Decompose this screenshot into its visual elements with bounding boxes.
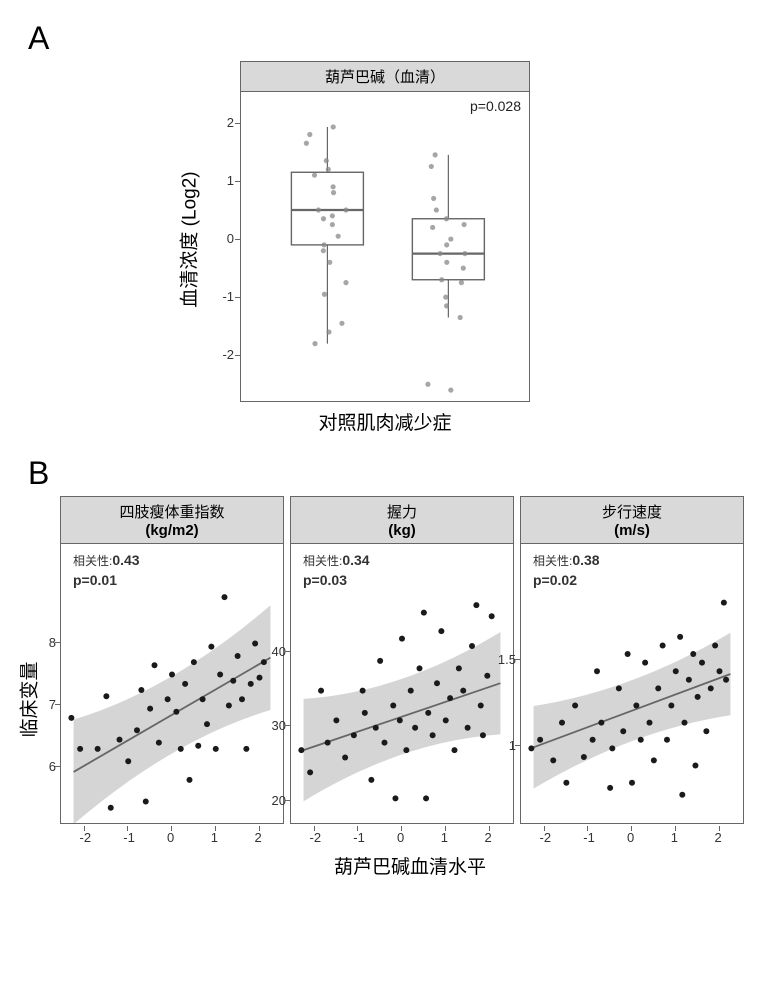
panel-b-ylabel: 临床变量 [15, 661, 42, 737]
panel-b-xlabel: 葫芦巴碱血清水平 [60, 852, 760, 879]
pvalue-label: p=0.01 [73, 572, 117, 588]
xtick-label: 1 [441, 830, 448, 845]
pvalue-label: p=0.02 [533, 572, 577, 588]
xtick-label: -1 [353, 830, 365, 845]
scatter-plot: 相关性:0.38 p=0.02 [520, 544, 744, 824]
xtick-label: 2 [255, 830, 262, 845]
xtick-label: -2 [310, 830, 322, 845]
panel-a: 葫芦巴碱（血清） p=0.028 -2-1012 血清浓度 (Log2) 对照肌… [240, 61, 530, 435]
ytick-label: 20 [272, 793, 286, 808]
scatter-plot: 相关性:0.34 p=0.03 [290, 544, 514, 824]
xtick-label: 0 [627, 830, 634, 845]
xtick-label: -2 [540, 830, 552, 845]
xtick-label: 0 [397, 830, 404, 845]
panel-a-title: 葫芦巴碱（血清） [240, 61, 530, 92]
xtick-label: 1 [211, 830, 218, 845]
ytick-label: 0 [227, 231, 234, 246]
xtick-label: -2 [80, 830, 92, 845]
scatter-panel-0: 四肢瘦体重指数(kg/m2)相关性:0.43p=0.01678-2-1012 [60, 496, 284, 824]
corr-label: 相关性:0.38 [533, 552, 600, 569]
panel-a-xlabel: 对照肌肉减少症 [240, 408, 530, 435]
corr-label: 相关性:0.34 [303, 552, 370, 569]
xtick-label: 0 [167, 830, 174, 845]
ytick-label: -2 [222, 347, 234, 362]
scatter-title: 四肢瘦体重指数(kg/m2) [60, 496, 284, 544]
scatter-plot: 相关性:0.43 p=0.01 [60, 544, 284, 824]
scatter-title: 步行速度(m/s) [520, 496, 744, 544]
boxplot-svg [241, 92, 529, 401]
ytick-label: 2 [227, 115, 234, 130]
ytick-label: -1 [222, 289, 234, 304]
xtick-label: 1 [671, 830, 678, 845]
ytick-label: 40 [272, 644, 286, 659]
ytick-label: 1.5 [498, 652, 516, 667]
xtick-label: 2 [485, 830, 492, 845]
corr-label: 相关性:0.43 [73, 552, 140, 569]
xtick-label: -1 [583, 830, 595, 845]
ytick-label: 1 [227, 173, 234, 188]
scatter-panel-2: 步行速度(m/s)相关性:0.38p=0.0211.5-2-1012 [520, 496, 744, 824]
figure-label-b: B [28, 455, 746, 492]
panel-a-plot: p=0.028 [240, 92, 530, 402]
scatter-title: 握力(kg) [290, 496, 514, 544]
scatter-panel-1: 握力(kg)相关性:0.34p=0.03203040-2-1012 [290, 496, 514, 824]
panel-b: 临床变量 四肢瘦体重指数(kg/m2)相关性:0.43p=0.01678-2-1… [60, 496, 760, 879]
xtick-label: 2 [715, 830, 722, 845]
xtick-label: -1 [123, 830, 135, 845]
ytick-label: 30 [272, 718, 286, 733]
panel-a-ylabel: 血清浓度 (Log2) [175, 171, 202, 307]
pvalue-label: p=0.03 [303, 572, 347, 588]
figure-label-a: A [28, 20, 746, 57]
panel-a-pvalue: p=0.028 [470, 98, 521, 114]
